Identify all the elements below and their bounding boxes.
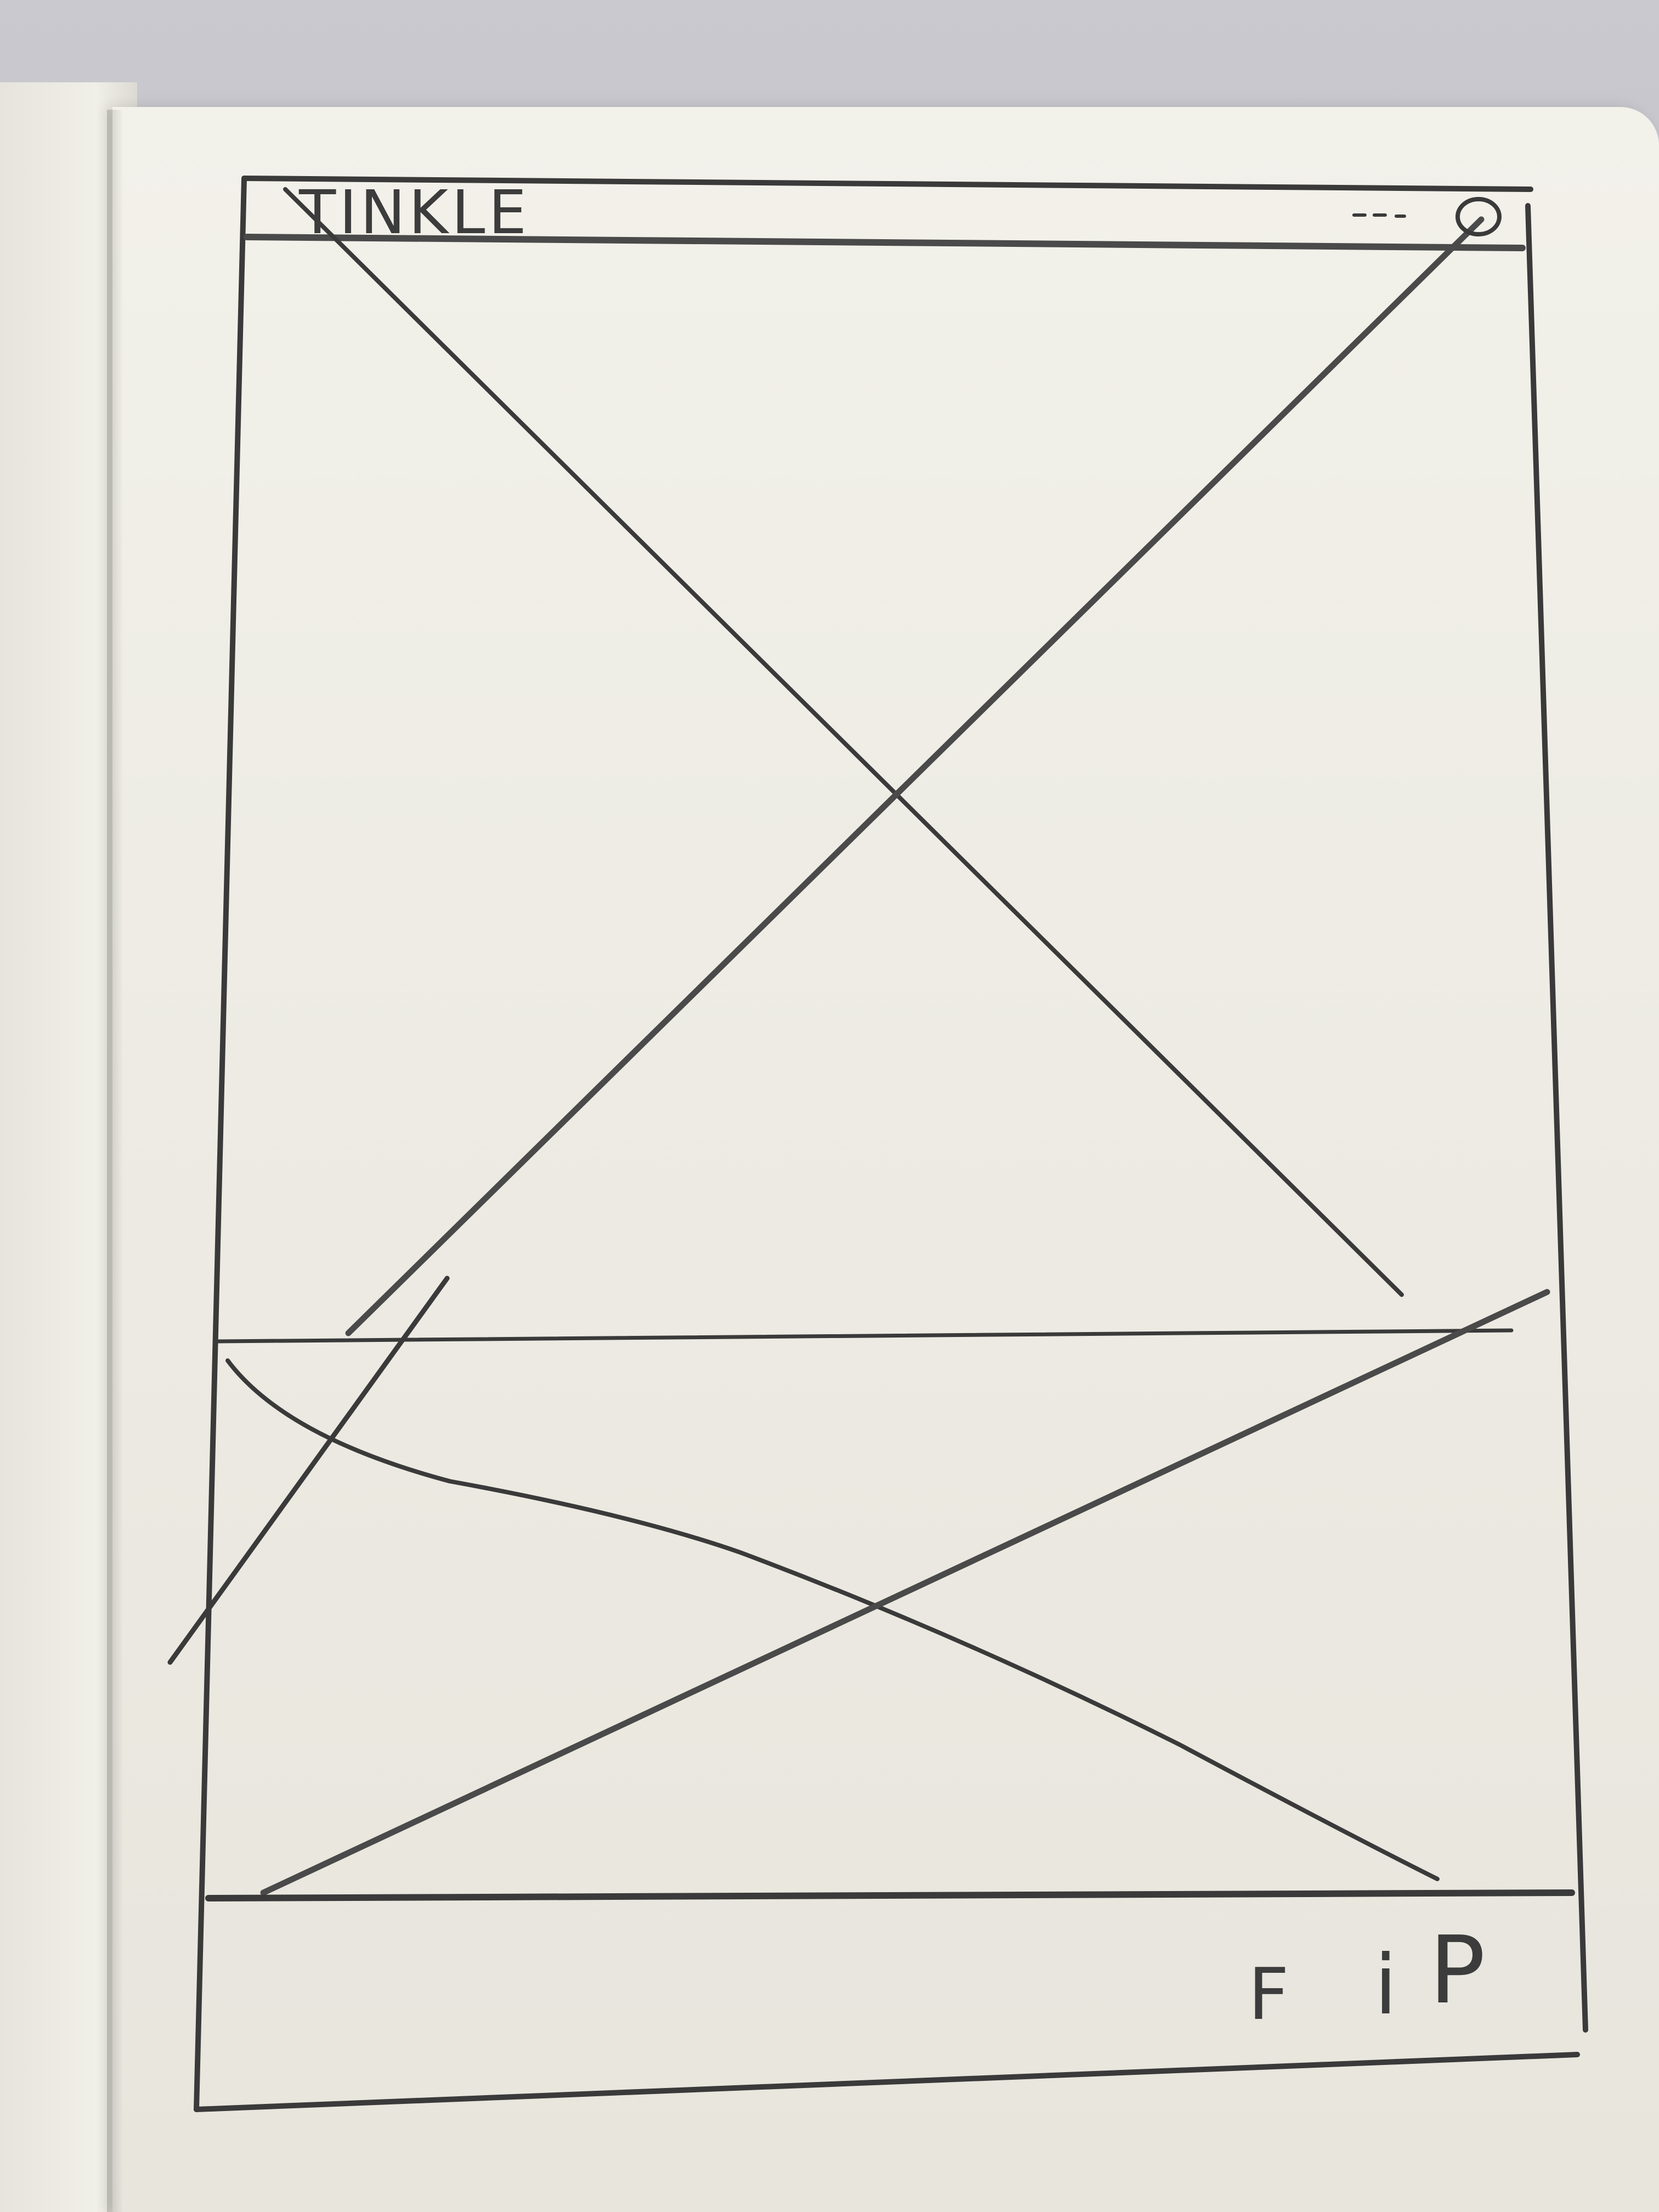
- secondary-image-placeholder[interactable]: [167, 1276, 1550, 1896]
- hero-placeholder-stroke-1: [283, 187, 1404, 1297]
- footer-social-links: F i P: [1248, 1916, 1486, 2036]
- section-divider: [216, 1328, 1514, 1344]
- app-title: TINKLE: [298, 177, 530, 247]
- user-circle-icon[interactable]: [1455, 197, 1502, 236]
- footer-divider: [205, 1889, 1575, 1901]
- phone-frame: [194, 176, 1588, 2112]
- secondary-placeholder-stroke-extra: [167, 1276, 450, 1665]
- secondary-placeholder-curve: [225, 1358, 1440, 1881]
- instagram-link[interactable]: i: [1374, 1938, 1397, 2033]
- header-divider: [244, 234, 1526, 251]
- overflow-dots-icon[interactable]: [1352, 213, 1406, 218]
- notebook-spine: [107, 110, 123, 2212]
- app-header: [244, 234, 1526, 251]
- hero-image-placeholder[interactable]: [283, 187, 1485, 1336]
- secondary-placeholder-stroke: [260, 1289, 1550, 1896]
- hero-placeholder-stroke-2: [345, 216, 1485, 1336]
- pinterest-link[interactable]: P: [1429, 1916, 1486, 2025]
- facebook-link[interactable]: F: [1248, 1953, 1289, 2036]
